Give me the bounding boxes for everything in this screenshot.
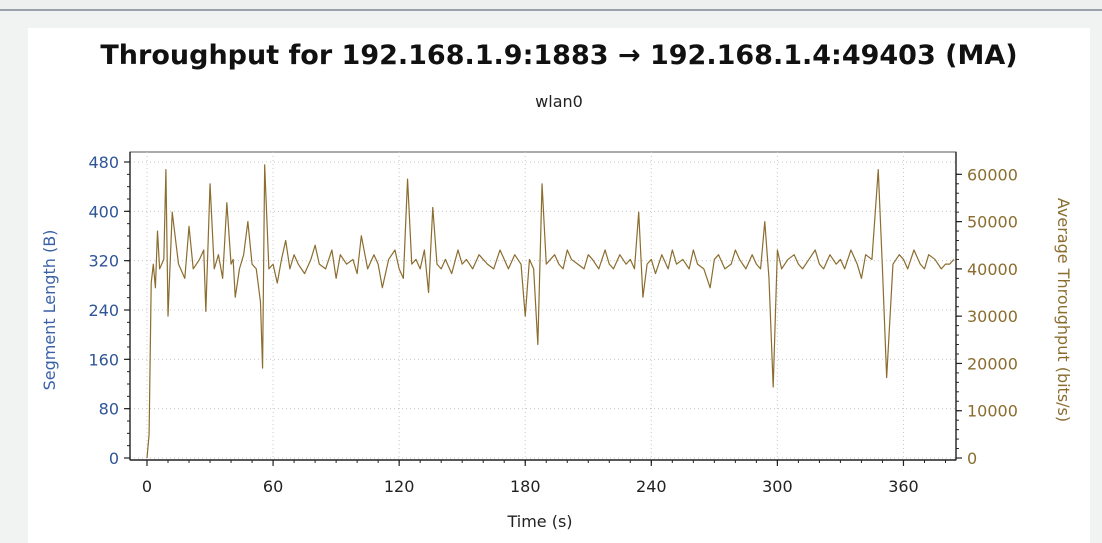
y-right-tick-label-0: 0 [967, 449, 977, 468]
y-left-axis-label: Segment Length (B) [40, 230, 59, 391]
x-tick-label-6: 360 [888, 477, 919, 496]
x-tick-label-1: 60 [263, 477, 283, 496]
y-right-tick-label-1: 10000 [967, 402, 1018, 421]
y-left-tick-label-4: 320 [88, 252, 119, 271]
average-throughput-line [146, 164, 955, 459]
y-right-tick-label-2: 20000 [967, 354, 1018, 373]
axes [124, 152, 962, 466]
y-right-tick-label-3: 30000 [967, 307, 1018, 326]
x-tick-label-4: 240 [636, 477, 667, 496]
tick-labels: 0 60 120 180 240 300 360 0 80 160 240 320 400 480 0 100… [88, 153, 1017, 496]
y-right-tick-label-6: 60000 [967, 165, 1018, 184]
x-tick-label-0: 0 [142, 477, 152, 496]
y-left-tick-label-2: 160 [88, 350, 119, 369]
y-left-tick-label-1: 80 [99, 400, 119, 419]
x-tick-label-3: 180 [510, 477, 541, 496]
chart-title: Throughput for 192.168.1.9:1883 → 192.16… [100, 40, 1017, 71]
x-axis-label: Time (s) [506, 512, 572, 531]
y-left-tick-label-5: 400 [88, 202, 119, 221]
chart-subtitle: wlan0 [535, 92, 583, 111]
y-right-tick-label-4: 40000 [967, 260, 1018, 279]
y-left-tick-label-3: 240 [88, 301, 119, 320]
plot-area [146, 164, 955, 459]
y-right-tick-label-5: 50000 [967, 213, 1018, 232]
chart-panel: Throughput for 192.168.1.9:1883 → 192.16… [28, 28, 1090, 543]
y-left-tick-label-0: 0 [109, 449, 119, 468]
y-right-axis-label: Average Throughput (bits/s) [1054, 198, 1073, 422]
x-tick-label-5: 300 [762, 477, 793, 496]
x-tick-label-2: 120 [384, 477, 415, 496]
window-top-bar [0, 0, 1102, 11]
y-left-tick-label-6: 480 [88, 153, 119, 172]
chart-svg: Throughput for 192.168.1.9:1883 → 192.16… [40, 40, 1073, 531]
